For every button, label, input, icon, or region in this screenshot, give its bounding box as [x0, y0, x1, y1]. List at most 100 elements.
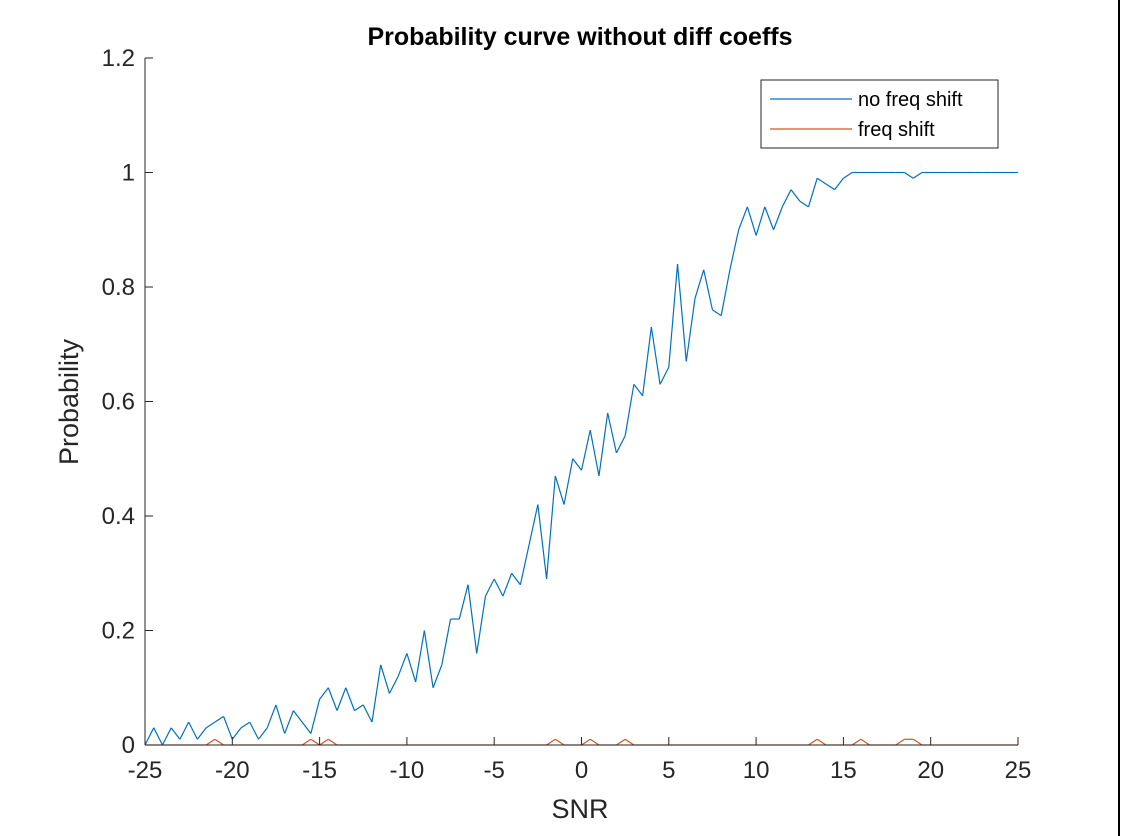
line-segment	[144, 727, 155, 746]
line-segment	[327, 687, 338, 711]
line-segment	[676, 264, 687, 362]
line-segment	[581, 738, 591, 746]
line-segment	[371, 664, 382, 723]
x-tick-label: 20	[917, 757, 944, 784]
x-tick-label: -5	[484, 757, 505, 784]
line-segment	[511, 572, 521, 586]
line-segment	[519, 544, 530, 585]
line-segment	[650, 326, 661, 385]
line-segment	[458, 584, 469, 620]
line-segment	[912, 738, 923, 746]
line-segment	[266, 704, 277, 729]
line-segment	[161, 727, 172, 746]
line-segment	[764, 206, 775, 230]
legend-label-no-freq-shift: no freq shift	[858, 89, 963, 111]
x-tick-label: -15	[302, 757, 337, 784]
line-segment	[851, 738, 862, 746]
line-segment	[388, 676, 399, 694]
y-tick-label: 1	[122, 160, 135, 187]
legend-label-freq-shift: freq shift	[858, 119, 935, 141]
line-segment	[223, 716, 233, 740]
line-segment	[808, 738, 818, 746]
line-segment	[799, 200, 809, 208]
line-segment	[729, 229, 740, 270]
line-segment	[441, 618, 452, 665]
line-segment	[589, 430, 600, 477]
line-segment	[354, 704, 364, 712]
line-segment	[336, 687, 347, 711]
line-segment	[476, 596, 487, 654]
line-segment	[598, 412, 609, 477]
line-segment	[284, 710, 294, 734]
y-tick-label: 0.2	[102, 618, 135, 645]
line-segment	[685, 298, 696, 362]
x-tick-label: 5	[662, 757, 675, 784]
line-segment	[843, 171, 853, 179]
line-segment	[834, 177, 844, 191]
line-segment	[781, 189, 792, 208]
line-segment	[720, 269, 731, 316]
axes-layer: -25 -20 -15 -10 -5 0 5 10 15 20 25 0 0.2 0.4 0.6 0.8 1 1.…	[102, 45, 1032, 784]
line-segment	[668, 264, 679, 368]
x-tick-label: -10	[390, 757, 425, 784]
line-segment	[467, 584, 478, 654]
line-segment	[432, 664, 443, 688]
line-segment	[406, 653, 417, 683]
x-tick-label: 10	[743, 757, 770, 784]
line-segment	[537, 504, 548, 580]
legend-box	[760, 79, 999, 149]
x-tick-label: -25	[128, 757, 163, 784]
line-segment	[912, 171, 923, 179]
line-segment	[188, 721, 198, 740]
line-segment	[615, 435, 626, 454]
line-segment	[607, 412, 618, 454]
line-segment	[205, 738, 216, 746]
line-segment	[397, 653, 408, 677]
line-segment	[502, 573, 513, 597]
line-segment	[153, 727, 163, 746]
line-segment	[249, 721, 260, 740]
y-tick-label: 0.8	[102, 274, 135, 301]
line-segment	[275, 704, 286, 734]
line-segment	[580, 430, 591, 471]
line-segment	[738, 206, 748, 230]
line-segment	[493, 578, 504, 597]
line-segment	[310, 699, 321, 734]
line-segment	[755, 206, 766, 236]
figure-right-edge	[1118, 0, 1120, 836]
chart-title: Probability curve without diff coeffs	[367, 23, 792, 51]
x-axis-label: SNR	[551, 794, 608, 824]
line-segment	[860, 738, 870, 746]
line-segment	[205, 721, 216, 729]
y-tick-label: 1.2	[102, 45, 135, 72]
line-segment	[319, 738, 329, 746]
line-segment	[624, 738, 635, 746]
line-segment	[554, 475, 565, 505]
line-segment	[240, 721, 251, 729]
line-segment	[170, 727, 181, 740]
y-axis-label: Probability	[54, 338, 84, 465]
line-segment	[563, 458, 574, 505]
line-segment	[319, 687, 329, 700]
line-segment	[772, 206, 783, 230]
line-segment	[807, 178, 818, 208]
x-tick-label: 15	[830, 757, 857, 784]
line-segment	[790, 189, 801, 202]
line-segment	[712, 309, 722, 317]
line-segment	[659, 366, 670, 385]
line-segment	[380, 664, 391, 694]
line-segment	[825, 183, 835, 191]
y-tick-label: 0.4	[102, 503, 135, 530]
line-segment	[703, 269, 714, 311]
line-segment	[816, 177, 827, 185]
y-tick-label: 0	[122, 732, 135, 759]
line-segment	[895, 738, 905, 746]
line-segment	[816, 738, 827, 746]
line-segment	[633, 383, 644, 397]
y-tick-label: 0.6	[102, 389, 135, 416]
line-segment	[484, 578, 495, 597]
line-segment	[196, 727, 207, 740]
line-segment	[545, 475, 556, 580]
legend: no freq shift freq shift	[760, 79, 999, 149]
